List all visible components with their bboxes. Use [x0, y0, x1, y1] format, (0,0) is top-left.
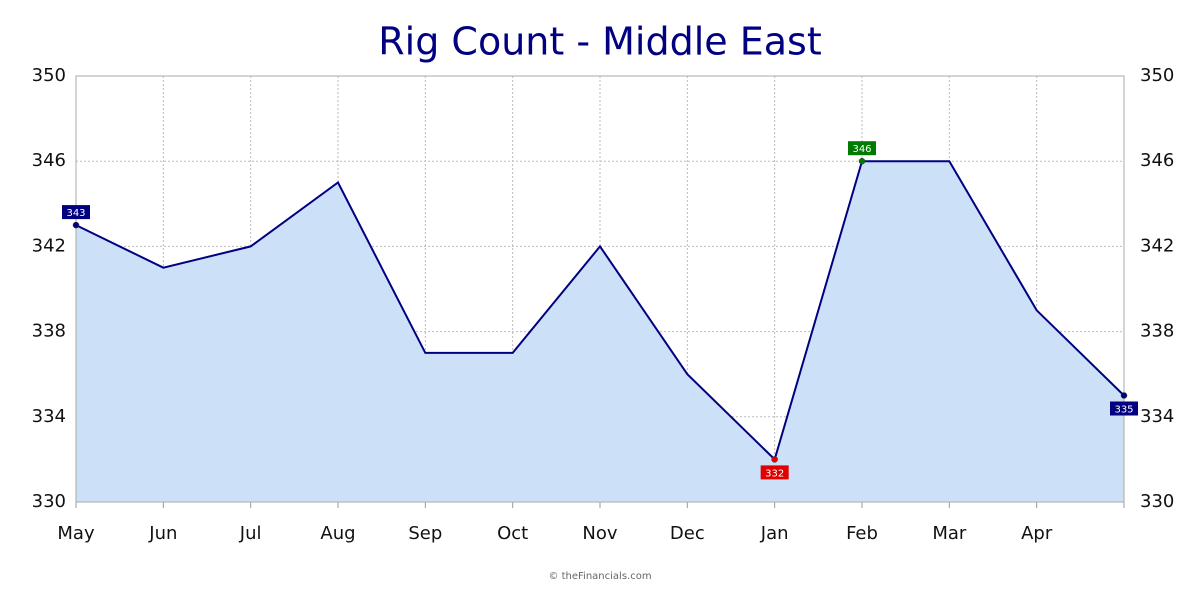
plot-frame [75, 75, 1125, 503]
value-label-bg [760, 465, 789, 480]
y-tick-label-right: 342 [1140, 235, 1174, 256]
y-tick-label: 350 [32, 65, 66, 86]
value-label-bg [848, 141, 876, 156]
y-tick-label-right: 350 [1140, 65, 1174, 86]
line [75, 160, 1125, 462]
y-tick-label-right: 330 [1140, 491, 1174, 512]
x-tick-label: Sep [408, 523, 442, 544]
value-label: 346 [852, 144, 871, 155]
y-tick-label-right: 346 [1140, 150, 1174, 171]
y-tick-label: 338 [32, 321, 66, 342]
value-label-bg [1110, 401, 1138, 416]
value-label: 335 [1114, 405, 1133, 416]
y-tick-label: 346 [32, 150, 66, 171]
x-tick-label: Apr [1021, 523, 1053, 544]
x-tick-label: Jan [760, 523, 789, 544]
x-tick-label: Jun [148, 523, 177, 544]
y-tick-label-right: 334 [1140, 406, 1174, 427]
x-tick-label: Feb [846, 523, 878, 544]
source: © theFinancials.com [548, 571, 651, 582]
point [858, 157, 866, 165]
point [1120, 392, 1128, 399]
chart-title: Rig Count - Middle East [378, 20, 821, 64]
y-tick-label: 334 [32, 406, 66, 427]
x-tick-label: Nov [582, 523, 617, 544]
value-label-bg [62, 205, 90, 220]
value-label: 332 [765, 468, 784, 479]
point [72, 221, 80, 229]
x-tick-label: Dec [670, 523, 705, 544]
point [771, 456, 778, 463]
y-tick-label: 330 [32, 491, 66, 512]
area-fill [76, 161, 1124, 502]
x-tick-label: Aug [320, 523, 355, 544]
x-tick-label: Mar [932, 523, 967, 544]
x-tick-label: Oct [497, 523, 528, 544]
value-label: 343 [66, 208, 85, 219]
y-tick-label-right: 338 [1140, 321, 1174, 342]
x-tick-label: Jul [239, 523, 262, 544]
y-tick-label: 342 [32, 235, 66, 256]
x-tick-label: May [57, 523, 95, 544]
